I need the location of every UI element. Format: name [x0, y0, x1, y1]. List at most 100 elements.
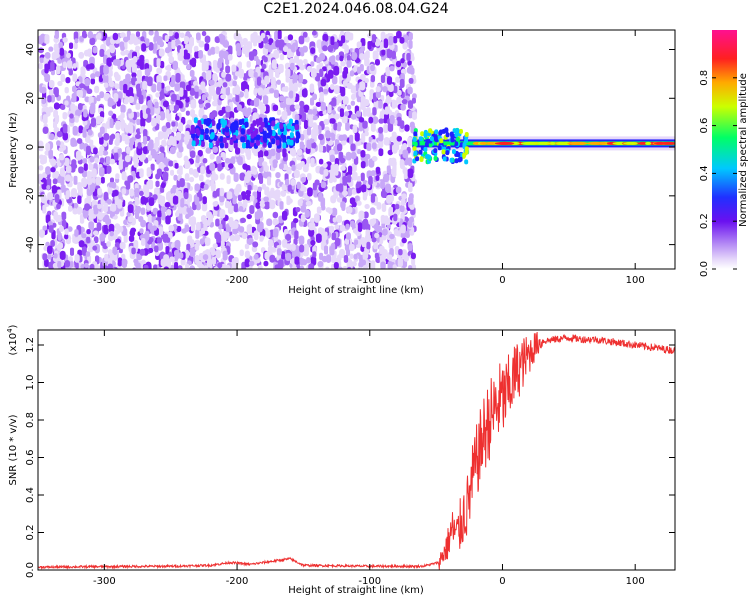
heatmap-cell: [399, 204, 405, 213]
heatmap-cell: [157, 268, 160, 269]
heatmap-cell: [96, 222, 102, 232]
heatmap-cell: [300, 213, 306, 223]
heatmap-cell: [318, 86, 324, 94]
heatmap-cell: [86, 64, 91, 70]
heatmap-cell: [413, 131, 418, 137]
heatmap-cell: [290, 125, 295, 132]
snr-panel: -300 -200 -100 0 100 0.0 0.2 0.4 0.6 0.8 1.0 1.2 He…: [6, 324, 676, 596]
heatmap-cell: [81, 246, 87, 256]
heatmap-cell: [127, 108, 132, 114]
heatmap-cell: [203, 184, 209, 190]
colorbar: 0.0 0.2 0.4 0.6 0.8 Normalized spectral ampl…: [699, 30, 749, 277]
heatmap-cell: [163, 132, 169, 140]
heatmap-cell: [424, 141, 429, 147]
heatmap-cell: [257, 186, 262, 192]
heatmap-cell: [212, 173, 219, 181]
heatmap-cell: [272, 211, 279, 219]
heatmap-cell: [366, 241, 371, 250]
heatmap-cell: [124, 136, 130, 145]
heatmap-cell: [274, 192, 280, 201]
heatmap-cell: [174, 32, 179, 39]
heatmap-cell: [320, 181, 327, 189]
heatmap-cell: [140, 195, 146, 205]
heatmap-cell: [135, 31, 141, 38]
y-tick-label: 0: [25, 144, 36, 150]
heatmap-cell: [189, 167, 194, 175]
heatmap-cell: [89, 105, 96, 115]
heatmap-cell: [162, 171, 169, 182]
heatmap-cell: [220, 87, 227, 96]
heatmap-cell: [38, 35, 44, 45]
heatmap-cell: [400, 198, 406, 206]
heatmap-cell: [252, 184, 258, 191]
heatmap-cell: [192, 80, 199, 87]
heatmap-cell: [62, 111, 68, 120]
heatmap-cell: [225, 73, 232, 82]
heatmap-cell: [271, 59, 277, 70]
heatmap-cell: [305, 200, 312, 207]
heatmap-cell: [126, 211, 131, 217]
heatmap-cell: [254, 211, 261, 220]
heatmap-cell: [89, 263, 95, 269]
heatmap-cell: [351, 261, 357, 267]
heatmap-cell: [157, 210, 162, 218]
heatmap-cell: [79, 83, 85, 89]
heatmap-cell: [241, 191, 247, 200]
heatmap-cell: [303, 58, 308, 65]
heatmap-cell: [160, 258, 167, 267]
heatmap-cell: [362, 120, 368, 129]
heatmap-cell: [78, 125, 83, 134]
heatmap-cell: [396, 135, 402, 142]
heatmap-cell: [253, 71, 258, 78]
heatmap-cell: [370, 170, 377, 177]
heatmap-cell: [294, 113, 300, 122]
heatmap-cell: [64, 86, 69, 94]
heatmap-cell: [362, 107, 368, 117]
heatmap-cell: [208, 142, 213, 149]
heatmap-cell: [211, 110, 218, 118]
heatmap-cell: [155, 114, 161, 120]
snr-series-line: [38, 331, 675, 570]
heatmap-cell: [106, 36, 112, 47]
heatmap-cell: [194, 85, 199, 92]
heatmap-cell: [158, 162, 165, 170]
heatmap-cell: [389, 114, 395, 125]
heatmap-cell: [302, 165, 309, 173]
heatmap-cell: [325, 161, 332, 171]
heatmap-cell: [346, 54, 351, 62]
heatmap-cell: [262, 95, 269, 105]
heatmap-cell: [112, 32, 119, 41]
heatmap-cell: [340, 86, 346, 97]
heatmap-cell: [282, 135, 287, 142]
heatmap-cell: [64, 100, 69, 106]
heatmap-cell: [276, 248, 282, 256]
heatmap-cell: [308, 263, 315, 269]
heatmap-cell: [275, 69, 280, 79]
heatmap-cell: [237, 61, 242, 70]
heatmap-cell: [328, 175, 335, 182]
heatmap-cell: [400, 68, 407, 75]
heatmap-cell: [67, 226, 73, 232]
heatmap-cell: [391, 50, 396, 60]
heatmap-cell: [277, 30, 282, 40]
heatmap-cell: [103, 93, 109, 101]
heatmap-cell: [386, 48, 393, 59]
heatmap-cell: [40, 86, 47, 94]
snr-ylabel: SNR (10 * v/v): [8, 414, 19, 485]
heatmap-cell: [239, 172, 246, 181]
heatmap-cell: [158, 48, 165, 57]
heatmap-cell: [339, 224, 346, 232]
heatmap-cell: [380, 261, 386, 269]
heatmap-cell: [342, 96, 349, 105]
heatmap-cell: [404, 124, 410, 132]
heatmap-cell: [142, 135, 148, 145]
heatmap-cell: [111, 181, 117, 189]
heatmap-cell: [120, 112, 125, 119]
heatmap-cell: [171, 121, 176, 127]
heatmap-cell: [219, 173, 225, 180]
heatmap-cell: [97, 203, 102, 210]
heatmap-cell: [240, 217, 247, 224]
heatmap-cell: [241, 136, 246, 143]
heatmap-cell: [255, 58, 261, 66]
heatmap-cell: [356, 175, 361, 182]
